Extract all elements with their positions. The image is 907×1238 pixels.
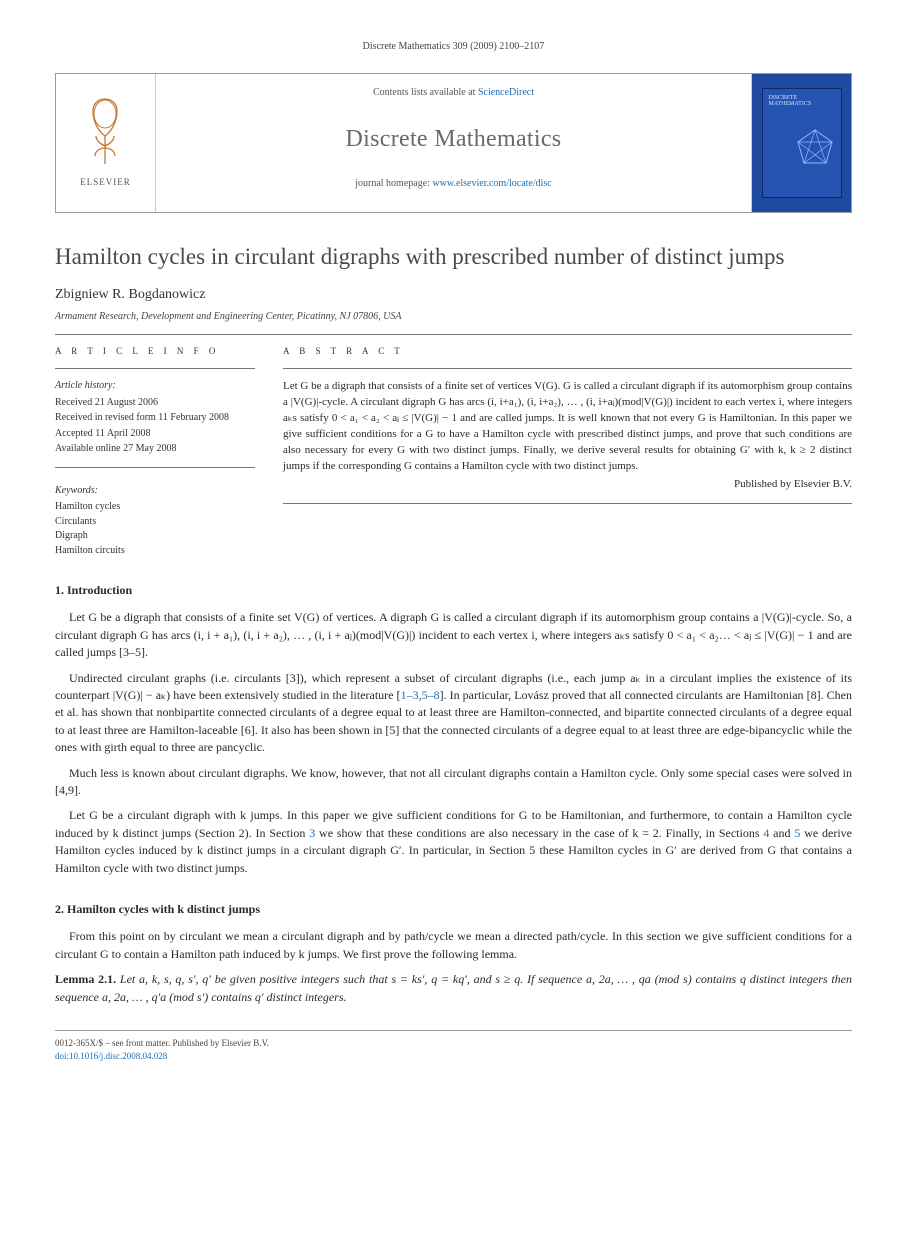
footer-copyright: 0012-365X/$ – see front matter. Publishe… — [55, 1037, 852, 1050]
info-abstract-row: A R T I C L E I N F O Article history: R… — [55, 345, 852, 558]
homepage-link[interactable]: www.elsevier.com/locate/disc — [432, 178, 551, 189]
publisher-name: ELSEVIER — [78, 176, 133, 189]
divider — [283, 503, 852, 504]
history-lines: Received 21 August 2006 Received in revi… — [55, 396, 255, 457]
doi-label[interactable]: doi: — [55, 1051, 69, 1061]
abstract-column: A B S T R A C T Let G be a digraph that … — [283, 345, 852, 558]
history-revised: Received in revised form 11 February 200… — [55, 411, 255, 426]
publisher-logo-box: ELSEVIER — [56, 74, 156, 212]
sciencedirect-link[interactable]: ScienceDirect — [478, 87, 534, 98]
journal-name: Discrete Mathematics — [156, 122, 751, 157]
history-received: Received 21 August 2006 — [55, 396, 255, 411]
masthead: ELSEVIER Contents lists available at Sci… — [55, 73, 852, 213]
section-2-heading: 2. Hamilton cycles with k distinct jumps — [55, 901, 852, 918]
cover-title: DISCRETE MATHEMATICS — [769, 95, 812, 108]
masthead-center: Contents lists available at ScienceDirec… — [156, 74, 751, 212]
article-title: Hamilton cycles in circulant digraphs wi… — [55, 243, 852, 272]
article-info-label: A R T I C L E I N F O — [55, 345, 255, 358]
abstract-label: A B S T R A C T — [283, 345, 852, 358]
contents-line: Contents lists available at ScienceDirec… — [156, 86, 751, 101]
ref-link[interactable]: 1–3,5–8 — [401, 688, 440, 702]
page-footer: 0012-365X/$ – see front matter. Publishe… — [55, 1030, 852, 1063]
intro-para-3: Much less is known about circulant digra… — [55, 765, 852, 800]
author-name: Zbigniew R. Bogdanowicz — [55, 285, 852, 305]
page: Discrete Mathematics 309 (2009) 2100–210… — [0, 0, 907, 1093]
section-1-heading: 1. Introduction — [55, 582, 852, 599]
history-online: Available online 27 May 2008 — [55, 442, 255, 457]
intro-para-4: Let G be a circulant digraph with k jump… — [55, 807, 852, 877]
footer-doi-line: doi:10.1016/j.disc.2008.04.028 — [55, 1050, 852, 1063]
keyword: Circulants — [55, 515, 255, 530]
divider — [55, 334, 852, 335]
intro-para-1: Let G be a digraph that consists of a fi… — [55, 609, 852, 661]
contents-prefix: Contents lists available at — [373, 87, 478, 98]
history-label: Article history: — [55, 379, 255, 394]
divider — [55, 368, 255, 369]
pentagon-icon — [795, 127, 835, 167]
divider — [283, 368, 852, 369]
keyword: Hamilton circuits — [55, 544, 255, 559]
article-info-column: A R T I C L E I N F O Article history: R… — [55, 345, 255, 558]
s2-para-1: From this point on by circulant we mean … — [55, 928, 852, 963]
lemma-number: Lemma 2.1. — [55, 972, 116, 986]
abstract-text: Let G be a digraph that consists of a fi… — [283, 379, 852, 475]
history-accepted: Accepted 11 April 2008 — [55, 427, 255, 442]
lemma-2-1: Lemma 2.1. Let a, k, s, q, s′, q′ be giv… — [55, 971, 852, 1006]
keyword: Hamilton cycles — [55, 500, 255, 515]
divider — [55, 467, 255, 468]
running-head: Discrete Mathematics 309 (2009) 2100–210… — [55, 40, 852, 55]
masthead-cover: DISCRETE MATHEMATICS — [751, 74, 851, 212]
lemma-statement: Let a, k, s, q, s′, q′ be given positive… — [55, 972, 852, 1003]
keyword: Digraph — [55, 529, 255, 544]
homepage-prefix: journal homepage: — [355, 178, 432, 189]
affiliation: Armament Research, Development and Engin… — [55, 310, 852, 325]
homepage-line: journal homepage: www.elsevier.com/locat… — [156, 177, 751, 192]
published-by: Published by Elsevier B.V. — [283, 477, 852, 493]
doi-link[interactable]: 10.1016/j.disc.2008.04.028 — [69, 1051, 167, 1061]
keywords-label: Keywords: — [55, 484, 255, 499]
keywords-block: Keywords: Hamilton cycles Circulants Dig… — [55, 484, 255, 559]
intro-para-2: Undirected circulant graphs (i.e. circul… — [55, 670, 852, 757]
journal-cover-thumb: DISCRETE MATHEMATICS — [762, 88, 842, 198]
elsevier-tree-icon — [78, 96, 133, 166]
